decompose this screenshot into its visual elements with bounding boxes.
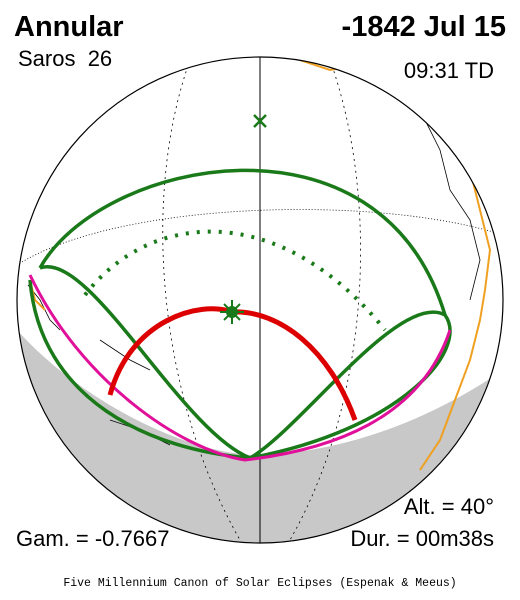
penumbral-limit: [28, 265, 452, 460]
eclipse-type: Annular: [14, 11, 124, 43]
penumbral-dotted: [83, 229, 387, 332]
gamma: Gam. = -0.7667: [16, 526, 169, 551]
equator: [17, 209, 503, 266]
globe-features: [17, 59, 503, 543]
eclipse-path: [107, 306, 358, 421]
pole-marker: [253, 114, 267, 128]
greatest-eclipse: [220, 300, 244, 324]
duration: Dur. = 00m38s: [350, 526, 494, 551]
eclipse-date: -1842 Jul 15: [342, 11, 506, 43]
altitude: Alt. = 40°: [404, 494, 494, 519]
meridian: [289, 59, 361, 541]
time: 09:31 TD: [404, 58, 494, 83]
night-region: [17, 330, 503, 543]
central-line-limit: [28, 274, 452, 462]
coastline: [419, 109, 481, 301]
saros: Saros 26: [18, 46, 112, 71]
footer: Five Millennium Canon of Solar Eclipses …: [63, 577, 456, 590]
penumbral-limit: [38, 168, 447, 316]
